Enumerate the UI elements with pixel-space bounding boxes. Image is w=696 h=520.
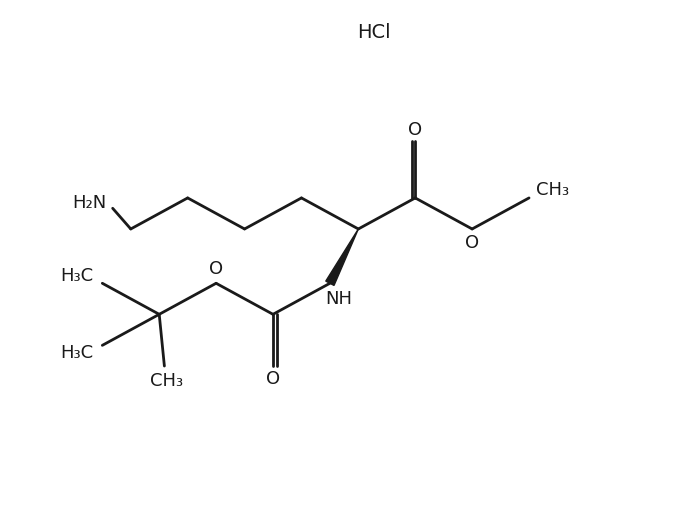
Text: H₂N: H₂N	[72, 194, 106, 212]
Text: O: O	[266, 370, 280, 388]
Text: O: O	[408, 121, 422, 139]
Polygon shape	[326, 229, 358, 285]
Text: O: O	[465, 235, 479, 252]
Text: H₃C: H₃C	[60, 267, 93, 284]
Text: CH₃: CH₃	[536, 181, 569, 199]
Text: O: O	[209, 261, 223, 278]
Text: H₃C: H₃C	[60, 344, 93, 362]
Text: NH: NH	[326, 290, 353, 308]
Text: CH₃: CH₃	[150, 371, 184, 389]
Text: HCl: HCl	[357, 23, 390, 42]
